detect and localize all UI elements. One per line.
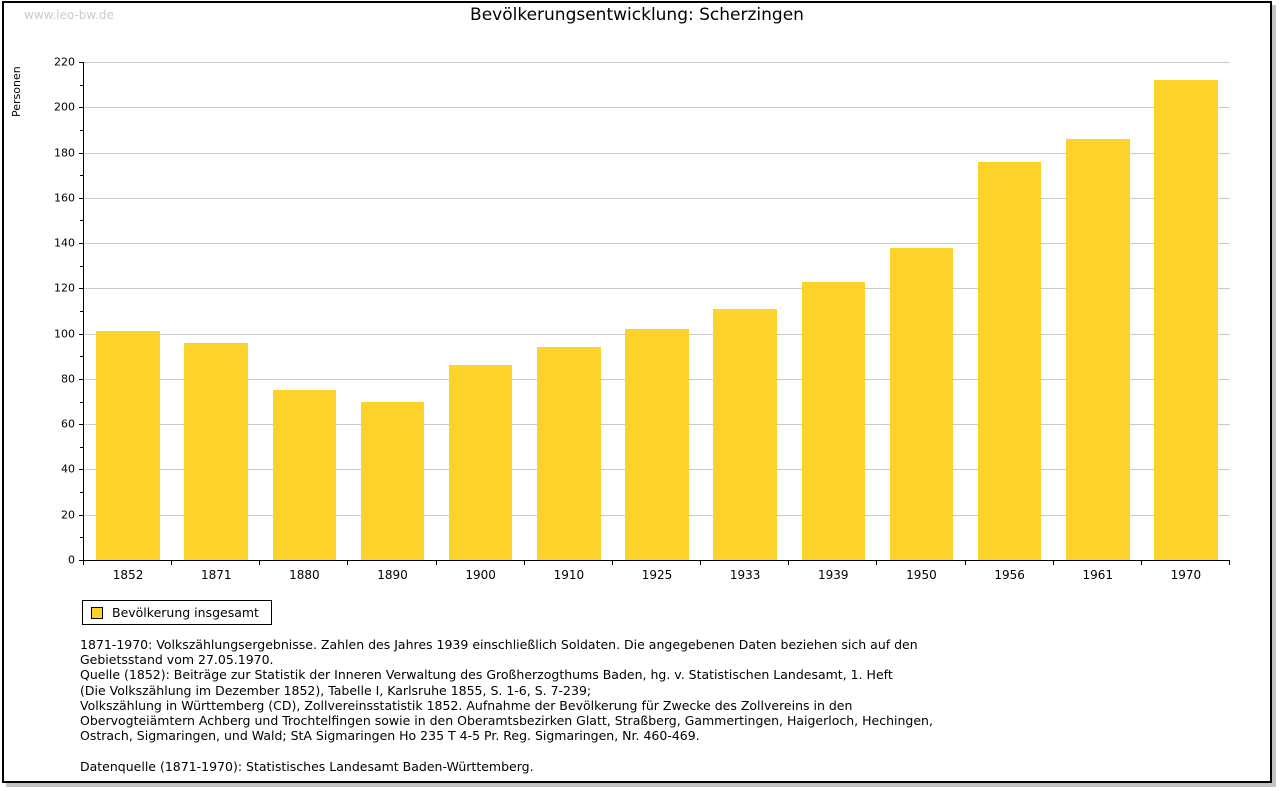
y-axis-title: Personen — [10, 66, 23, 117]
y-axis-tick-label: 100 — [54, 327, 75, 341]
footnotes: 1871-1970: Volkszählungsergebnisse. Zahl… — [80, 637, 933, 775]
x-axis-tick — [876, 560, 878, 565]
x-axis-label: 1970 — [1170, 568, 1202, 582]
x-axis-label: 1933 — [729, 568, 761, 582]
legend-label: Bevölkerung insgesamt — [112, 605, 259, 620]
chart-title: Bevölkerungsentwicklung: Scherzingen — [470, 5, 804, 25]
y-axis-tick — [79, 378, 84, 380]
y-axis-tick-label: 60 — [61, 417, 75, 431]
x-axis-tick — [611, 560, 613, 565]
x-axis-tick — [1052, 560, 1054, 565]
bar-1880 — [272, 390, 337, 560]
y-axis-tick-label: 0 — [68, 553, 75, 567]
y-axis-tick — [79, 469, 84, 471]
y-axis-tick — [79, 62, 84, 63]
footnote-line: 1871-1970: Volkszählungsergebnisse. Zahl… — [80, 637, 918, 652]
y-axis-tick — [79, 107, 84, 109]
watermark: www.leo-bw.de — [24, 8, 114, 22]
footnote-line: Ostrach, Sigmaringen, und Wald; StA Sigm… — [80, 728, 700, 744]
x-axis-tick — [435, 560, 437, 565]
gridline — [84, 243, 1230, 245]
y-axis-minor-tick — [80, 356, 84, 358]
y-axis-tick — [79, 152, 84, 154]
x-axis-label: 1871 — [200, 568, 232, 582]
bar-1871 — [184, 342, 248, 560]
footnote-line: Obervogteiämtern Achberg und Trochtelfin… — [80, 713, 933, 729]
y-axis-minor-tick — [80, 446, 84, 448]
x-axis-label: 1900 — [465, 568, 496, 582]
y-axis-tick-label: 20 — [61, 508, 75, 522]
y-axis-minor-tick — [80, 311, 84, 312]
gridline — [84, 288, 1230, 290]
y-axis-minor-tick — [80, 220, 84, 222]
y-axis-tick — [79, 197, 84, 199]
y-axis-tick-label: 120 — [54, 281, 75, 295]
bar-1925 — [625, 329, 689, 560]
x-axis-tick — [1140, 560, 1142, 565]
y-axis-minor-tick — [80, 537, 84, 539]
y-axis-tick — [79, 514, 84, 516]
y-axis-tick — [79, 243, 84, 245]
x-axis-tick — [964, 560, 966, 565]
x-axis-tick — [259, 560, 261, 565]
x-axis-tick — [347, 560, 349, 565]
legend-swatch-icon — [91, 606, 103, 619]
y-axis-tick-label: 180 — [54, 146, 75, 160]
footnote-line: (Die Volkszählung im Dezember 1852), Tab… — [80, 682, 592, 698]
y-axis-tick — [79, 333, 84, 335]
bar-1950 — [889, 247, 954, 560]
legend: Bevölkerung insgesamt — [82, 600, 272, 625]
y-axis-minor-tick — [80, 84, 84, 86]
y-axis-minor-tick — [80, 492, 84, 494]
bar-1900 — [448, 365, 513, 560]
footnote-line: Gebietsstand vom 27.05.1970. — [80, 652, 274, 668]
x-axis-label: 1880 — [289, 568, 320, 582]
y-axis-tick — [79, 424, 84, 426]
y-axis-minor-tick — [80, 401, 84, 403]
x-axis-tick — [1229, 560, 1230, 565]
gridline — [84, 107, 1230, 109]
bar-1939 — [801, 281, 866, 560]
datasource-line: Datenquelle (1871-1970): Statistisches L… — [80, 759, 534, 775]
x-axis-label: 1956 — [994, 568, 1025, 582]
footnote-line: Volkszählung in Württemberg (CD), Zollve… — [80, 697, 853, 713]
bar-1910 — [537, 347, 601, 560]
x-axis-tick — [83, 560, 84, 565]
y-axis-tick-label: 200 — [54, 100, 75, 114]
plot-area: 0 20 40 60 80 100 120 140 160 180 200 220 1852 1871 18… — [54, 56, 1230, 582]
x-axis-tick — [171, 560, 173, 565]
y-axis-minor-tick — [80, 175, 84, 177]
gridline — [84, 197, 1230, 199]
x-axis-tick — [700, 560, 702, 565]
x-axis-label: 1890 — [377, 568, 408, 582]
footnote-lines: 1871-1970: Volkszählungsergebnisse. Zahl… — [80, 637, 933, 743]
y-axis-tick-label: 80 — [61, 372, 75, 386]
x-axis-label: 1950 — [906, 568, 937, 582]
bar-1890 — [360, 401, 425, 560]
x-axis-tick — [788, 560, 790, 565]
bar-1970 — [1154, 80, 1218, 560]
x-axis-label: 1925 — [641, 568, 673, 582]
x-axis-tick — [523, 560, 525, 565]
y-axis-tick — [79, 288, 84, 290]
x-axis-label: 1852 — [112, 568, 144, 582]
bar-1961 — [1066, 138, 1130, 560]
x-axis-label: 1961 — [1082, 568, 1114, 582]
bar-1933 — [713, 308, 777, 560]
bar-1852 — [96, 331, 160, 560]
y-axis-tick — [79, 560, 84, 561]
y-axis-minor-tick — [80, 129, 84, 131]
gridline — [84, 62, 1230, 63]
y-axis-tick-label: 160 — [54, 191, 75, 205]
y-axis-tick-label: 220 — [54, 55, 75, 69]
y-axis-tick-label: 40 — [61, 462, 75, 476]
footnote-line: Quelle (1852): Beiträge zur Statistik de… — [80, 667, 893, 683]
y-axis-tick-label: 140 — [54, 236, 75, 250]
gridline — [84, 152, 1230, 154]
bar-1956 — [977, 161, 1042, 560]
x-axis-label: 1939 — [818, 568, 849, 582]
y-axis-minor-tick — [80, 265, 84, 267]
x-axis-label: 1910 — [553, 568, 585, 582]
